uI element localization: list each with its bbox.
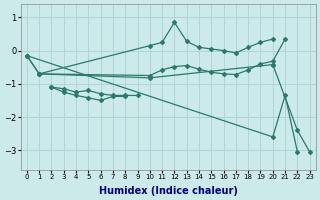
- X-axis label: Humidex (Indice chaleur): Humidex (Indice chaleur): [99, 186, 238, 196]
